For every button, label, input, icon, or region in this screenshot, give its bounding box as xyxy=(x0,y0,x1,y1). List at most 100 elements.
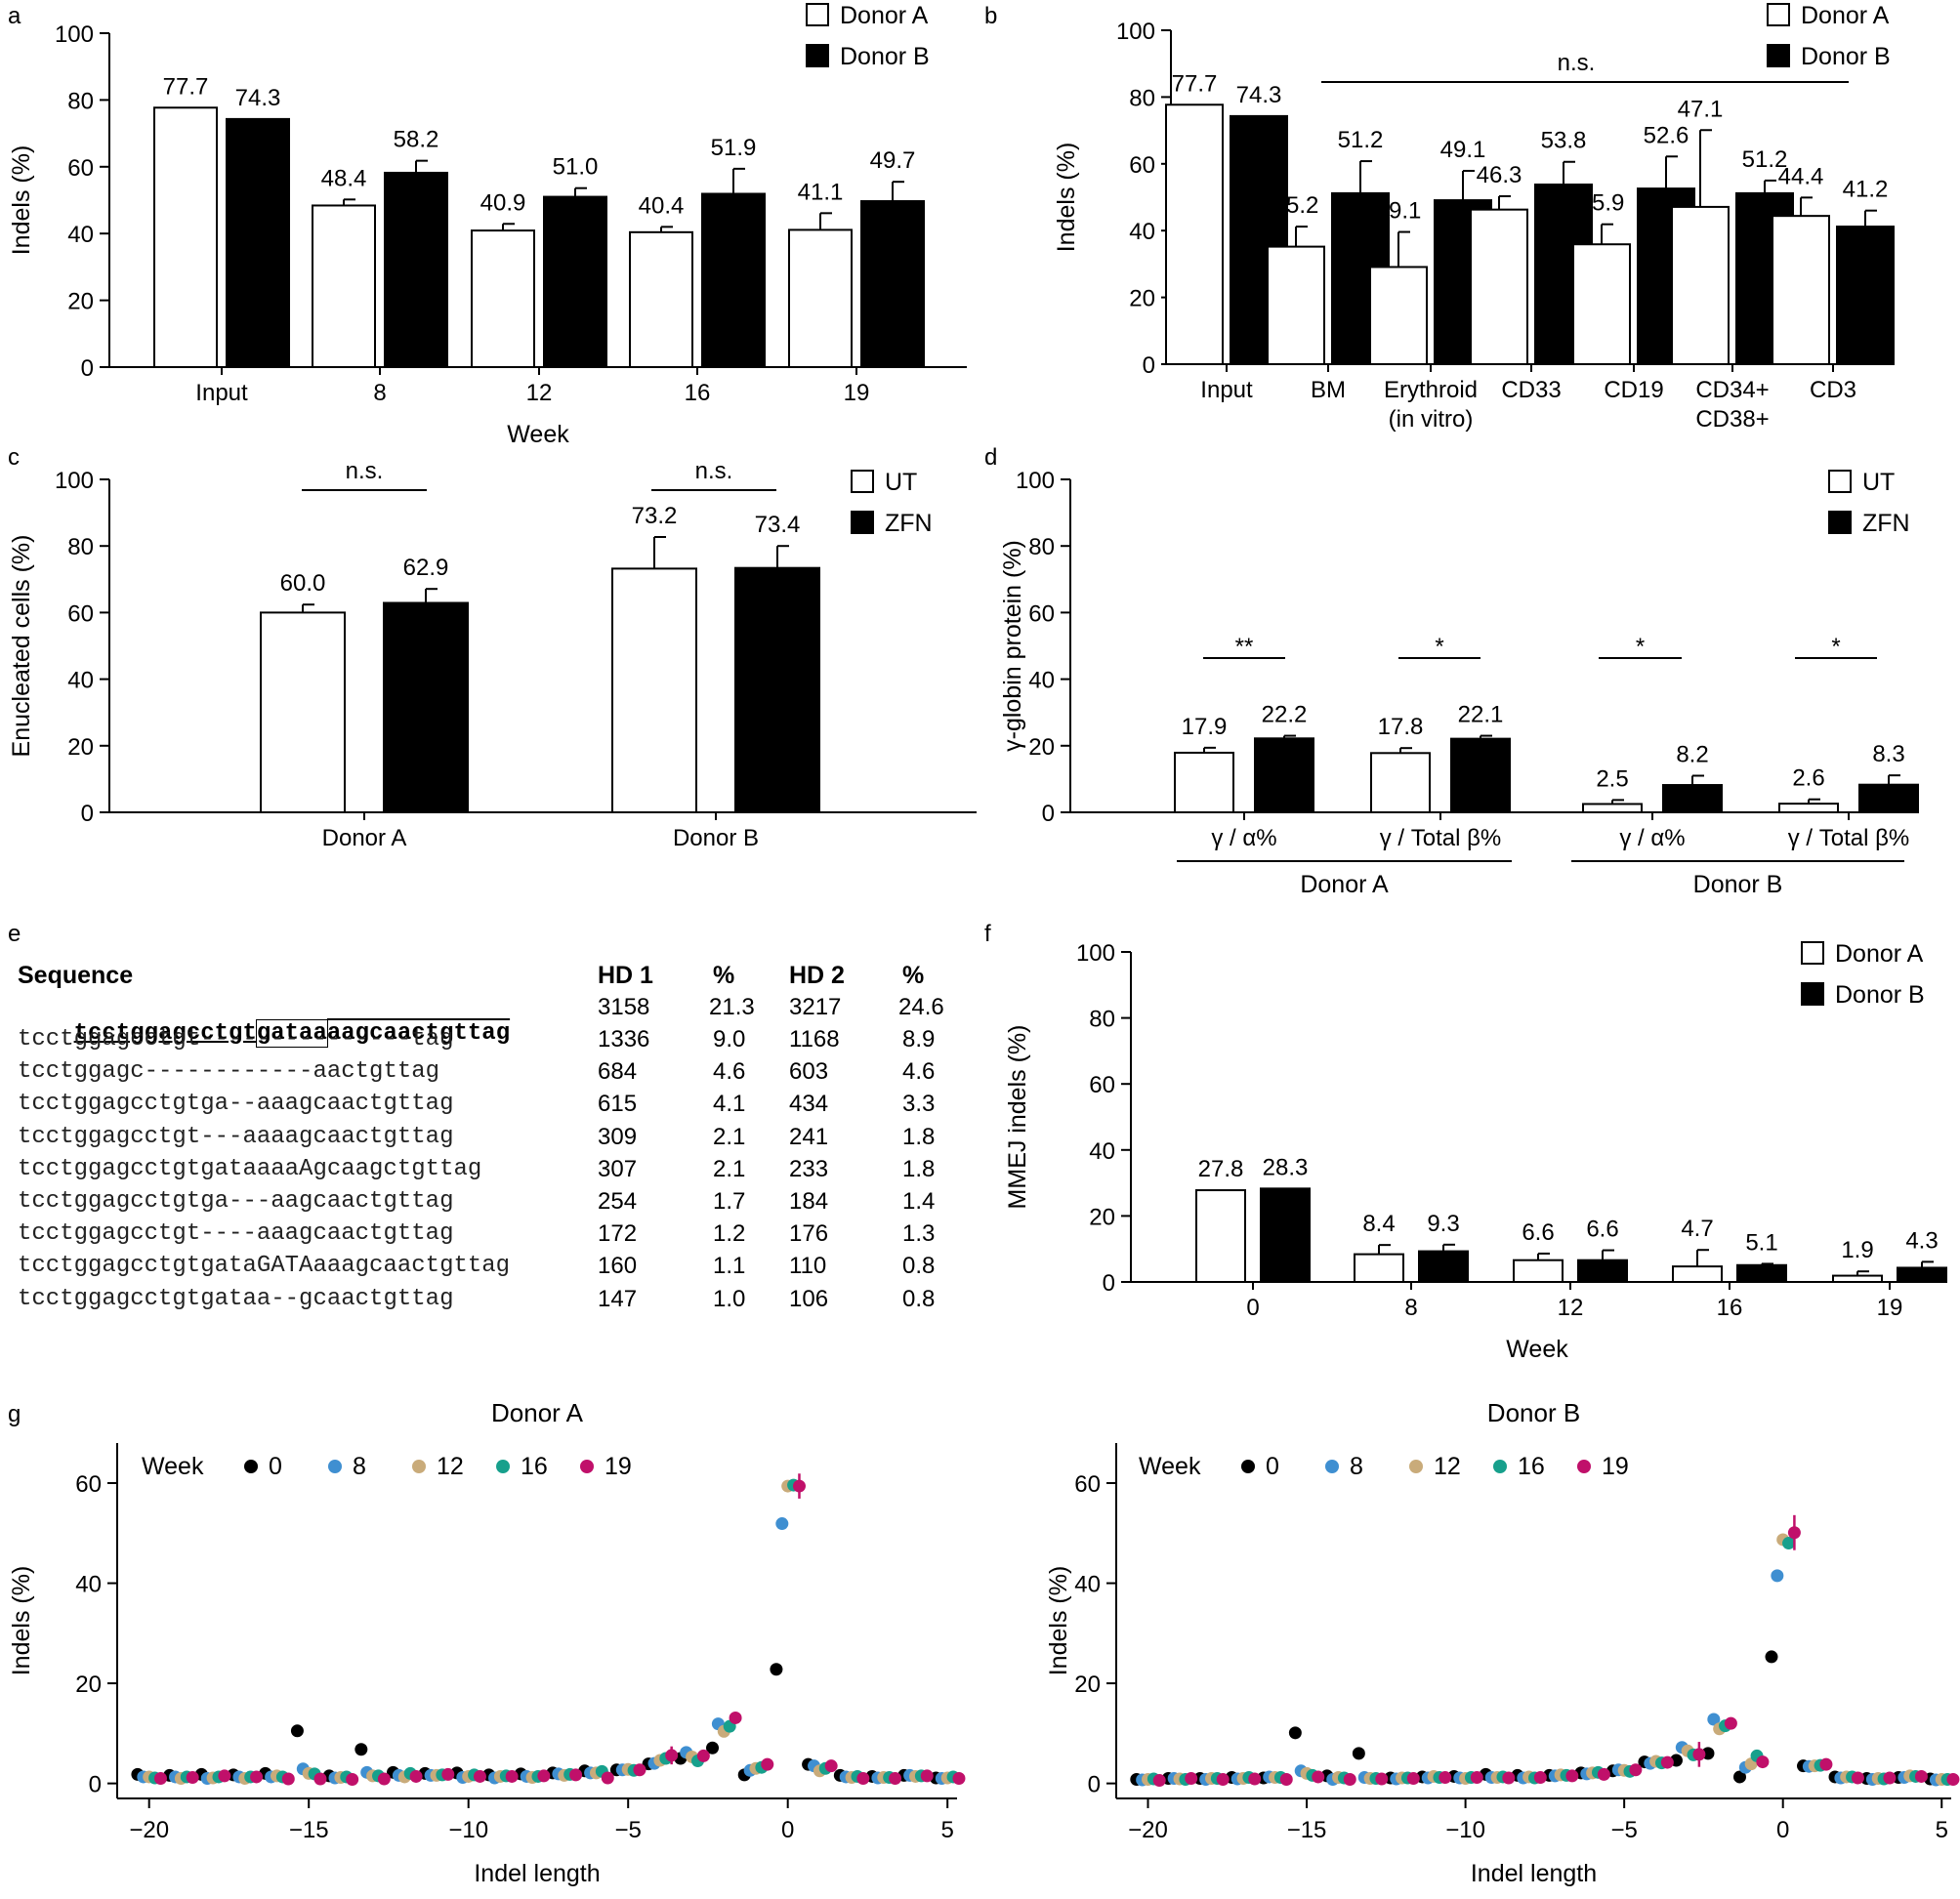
y-tick-label: 100 xyxy=(1076,940,1115,967)
table-cell-hd2: 603 xyxy=(789,1058,829,1086)
y-axis-label: Enucleated cells (%) xyxy=(8,535,35,758)
x-tick-label: CD3 xyxy=(1810,377,1856,403)
data-point xyxy=(1248,1772,1262,1786)
data-label: 53.8 xyxy=(1541,128,1587,154)
data-label: 49.7 xyxy=(870,147,916,174)
x-tick-label: CD34+ xyxy=(1695,377,1769,403)
table-cell-hd1: 147 xyxy=(598,1285,638,1312)
x-tick-label: 8 xyxy=(1404,1295,1417,1321)
data-point xyxy=(250,1770,264,1784)
legend-marker xyxy=(496,1460,510,1473)
data-label: 6.6 xyxy=(1586,1217,1618,1243)
panel-label-e: e xyxy=(8,921,21,947)
table-cell-hd2: 110 xyxy=(789,1253,827,1280)
y-tick-label: 100 xyxy=(1116,19,1155,45)
data-point xyxy=(1216,1773,1230,1787)
data-label: 17.9 xyxy=(1182,714,1228,740)
x-tick-label: 5 xyxy=(941,1817,954,1843)
y-tick-label: 100 xyxy=(1016,468,1055,494)
bar xyxy=(1662,784,1723,814)
legend-swatch xyxy=(1828,470,1852,493)
legend-swatch xyxy=(1767,3,1790,26)
x-tick-label: 19 xyxy=(1877,1295,1903,1321)
panel-label-b: b xyxy=(984,3,997,29)
y-tick-label: 80 xyxy=(67,534,94,560)
bar xyxy=(1836,226,1895,365)
table-cell-p1: 2.1 xyxy=(713,1155,746,1182)
data-label: 8.2 xyxy=(1676,741,1708,767)
table-cell-p2: 4.6 xyxy=(902,1058,936,1086)
legend-marker xyxy=(1493,1460,1507,1473)
data-point xyxy=(218,1769,231,1783)
y-axis-label: Indels (%) xyxy=(8,1566,35,1676)
y-axis-label: MMEJ indels (%) xyxy=(1004,1025,1031,1210)
table-header-hd1: HD 1 xyxy=(598,962,653,989)
legend-marker xyxy=(580,1460,594,1473)
bar xyxy=(1513,1259,1564,1284)
y-tick-label: 60 xyxy=(67,600,94,627)
legend-swatch xyxy=(851,511,874,534)
data-label: 35.2 xyxy=(1273,192,1319,219)
reference-hd1: 3158 xyxy=(598,994,650,1020)
bar xyxy=(1254,737,1314,813)
x-tick-label: 19 xyxy=(844,380,870,406)
data-label: 28.3 xyxy=(1263,1154,1309,1180)
x-tick-label: Input xyxy=(1200,377,1253,403)
bar xyxy=(1577,1259,1628,1284)
table-cell-sequence: tcctggagcctgt----aaagcaactgttag xyxy=(18,1220,454,1248)
table-cell-hd2: 106 xyxy=(789,1285,829,1312)
data-label: 40.9 xyxy=(480,189,526,216)
data-label: 41.1 xyxy=(798,179,844,205)
data-point xyxy=(441,1767,455,1781)
reference-sequence: tcctggagcctgtgataaaagcaactgttag xyxy=(18,994,510,1073)
data-point xyxy=(1352,1747,1365,1760)
data-point xyxy=(409,1769,423,1783)
significance-label: * xyxy=(1636,634,1645,660)
table-cell-sequence: tcctggagcctgtgataaaaAgcaagctgttag xyxy=(18,1155,482,1182)
legend-label: UT xyxy=(1862,469,1895,496)
bar xyxy=(383,601,469,813)
reference-seq-part3: aagcaactgttag xyxy=(326,1020,511,1047)
y-tick-label: 80 xyxy=(1028,534,1055,560)
data-point xyxy=(1185,1771,1198,1785)
x-tick-label: −10 xyxy=(448,1817,488,1843)
data-label: 4.7 xyxy=(1681,1216,1713,1242)
table-cell-p2: 1.4 xyxy=(902,1188,936,1215)
reference-seq-part1: tcctggagcctgt xyxy=(73,1020,257,1047)
y-tick-label: 20 xyxy=(1074,1672,1101,1698)
y-tick-label: 100 xyxy=(55,468,94,494)
data-label: 73.2 xyxy=(632,503,678,529)
data-label: 17.8 xyxy=(1378,714,1424,740)
table-header-sequence: Sequence xyxy=(18,962,134,989)
legend-marker xyxy=(1241,1460,1255,1473)
data-point xyxy=(633,1763,646,1777)
x-tick-label: γ / Total β% xyxy=(1380,825,1502,851)
x-tick-label: CD38+ xyxy=(1695,406,1769,433)
y-tick-label: 0 xyxy=(1143,352,1155,379)
data-point xyxy=(1502,1771,1516,1785)
table-cell-p2: 0.8 xyxy=(902,1253,936,1280)
legend-marker xyxy=(1409,1460,1423,1473)
table-cell-p2: 3.3 xyxy=(902,1091,936,1118)
y-tick-label: 40 xyxy=(67,222,94,248)
table-cell-sequence: tcctggagcctgtga---aagcaactgttag xyxy=(18,1188,454,1215)
legend-title: Week xyxy=(142,1453,204,1480)
data-point xyxy=(1787,1526,1801,1540)
data-point xyxy=(1883,1771,1897,1785)
data-point xyxy=(920,1769,934,1783)
bar xyxy=(788,228,853,368)
data-point xyxy=(1288,1726,1302,1740)
x-tick-label: 16 xyxy=(1717,1295,1743,1321)
significance-label: n.s. xyxy=(695,458,733,484)
data-label: 46.3 xyxy=(1477,162,1522,188)
y-tick-label: 60 xyxy=(67,155,94,182)
panel-label-a: a xyxy=(8,3,21,29)
data-point xyxy=(729,1711,742,1724)
x-tick-label: 0 xyxy=(1246,1295,1259,1321)
bar xyxy=(629,230,693,368)
bar xyxy=(1671,205,1730,365)
y-tick-label: 0 xyxy=(81,355,94,382)
table-cell-p1: 4.6 xyxy=(713,1058,746,1086)
x-tick-label: 12 xyxy=(1558,1295,1584,1321)
x-tick-label: Donor A xyxy=(322,825,407,851)
